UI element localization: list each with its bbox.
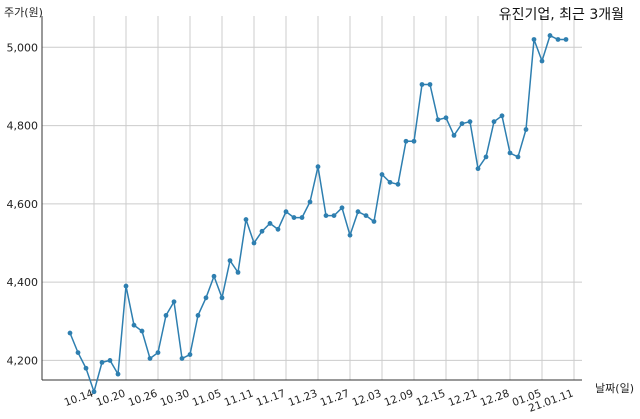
x-tick-label: 11.23 bbox=[287, 388, 319, 410]
data-point bbox=[75, 350, 81, 356]
x-tick-label: 11.27 bbox=[319, 388, 351, 410]
data-point bbox=[275, 226, 281, 232]
axis-layer bbox=[41, 16, 582, 381]
y-tick-label: 4,600 bbox=[7, 198, 39, 211]
x-tick-label: 12.28 bbox=[479, 388, 511, 410]
data-point bbox=[267, 221, 273, 226]
data-point bbox=[403, 138, 409, 144]
tick-label-layer: 4,200 4,400 4,600 4,800 5,000 10.14 10.20 10.26… bbox=[7, 41, 576, 415]
data-point bbox=[315, 164, 321, 170]
data-point bbox=[395, 181, 401, 187]
data-point bbox=[507, 150, 513, 156]
data-point bbox=[99, 359, 105, 365]
data-point bbox=[491, 119, 497, 125]
data-point bbox=[203, 295, 209, 301]
data-point bbox=[155, 350, 161, 356]
data-point bbox=[443, 115, 449, 121]
data-point bbox=[547, 33, 553, 38]
data-point bbox=[283, 209, 289, 215]
x-tick-label: 10.26 bbox=[127, 387, 160, 409]
data-point bbox=[83, 365, 89, 371]
data-point bbox=[307, 199, 313, 205]
data-point bbox=[195, 313, 201, 318]
data-point bbox=[131, 322, 137, 328]
x-axis-title: 날짜(일) bbox=[595, 382, 634, 395]
data-point bbox=[355, 209, 361, 215]
data-point bbox=[435, 117, 441, 123]
data-point bbox=[523, 127, 529, 132]
data-point bbox=[147, 356, 153, 361]
y-tick-label: 4,200 bbox=[7, 354, 39, 367]
data-point bbox=[539, 58, 545, 64]
y-tick-label: 4,800 bbox=[7, 120, 39, 133]
data-point bbox=[115, 371, 121, 377]
data-point bbox=[387, 179, 393, 185]
x-tick-label: 11.05 bbox=[191, 388, 223, 410]
data-point bbox=[515, 154, 521, 160]
data-point bbox=[451, 132, 457, 138]
data-point bbox=[139, 328, 145, 334]
x-tick-label: 12.03 bbox=[351, 388, 383, 410]
series-points-layer bbox=[67, 33, 569, 395]
x-tick-label: 12.15 bbox=[415, 388, 447, 410]
y-axis-title: 주가(원) bbox=[4, 6, 43, 19]
data-point bbox=[163, 313, 169, 318]
data-point bbox=[211, 273, 217, 279]
data-point bbox=[555, 37, 561, 42]
data-point bbox=[459, 121, 465, 127]
data-point bbox=[91, 389, 97, 395]
data-point bbox=[347, 232, 353, 238]
data-point bbox=[299, 215, 305, 220]
x-tick-label: 12.09 bbox=[383, 388, 415, 410]
x-tick-label: 11.11 bbox=[223, 388, 255, 410]
chart-title: 유진기업, 최근 3개월 bbox=[498, 7, 624, 23]
x-tick-label: 11.17 bbox=[255, 388, 287, 410]
data-point bbox=[291, 215, 297, 220]
data-point bbox=[475, 166, 481, 172]
data-point bbox=[411, 138, 417, 144]
data-point bbox=[227, 258, 233, 264]
data-point bbox=[363, 213, 369, 219]
data-point bbox=[219, 295, 225, 301]
data-point bbox=[331, 213, 337, 219]
data-point bbox=[563, 37, 569, 42]
data-point bbox=[67, 330, 73, 336]
data-point bbox=[419, 82, 425, 87]
y-tick-label: 4,400 bbox=[7, 276, 39, 289]
data-point bbox=[187, 352, 193, 357]
data-point bbox=[235, 269, 241, 275]
grid-layer bbox=[42, 16, 582, 380]
data-point bbox=[339, 205, 345, 211]
x-tick-label: 12.21 bbox=[447, 388, 479, 410]
x-tick-label: 10.14 bbox=[63, 387, 96, 409]
data-point bbox=[531, 37, 537, 42]
data-point bbox=[483, 154, 489, 160]
data-point bbox=[427, 82, 433, 87]
data-point bbox=[467, 119, 473, 125]
data-point bbox=[107, 358, 113, 363]
data-point bbox=[243, 217, 249, 222]
data-point bbox=[259, 228, 265, 234]
data-point bbox=[179, 356, 185, 361]
data-point bbox=[499, 113, 505, 119]
data-point bbox=[123, 283, 129, 289]
data-point bbox=[379, 172, 385, 177]
data-point bbox=[251, 240, 257, 246]
x-tick-label: 10.20 bbox=[95, 388, 127, 410]
data-point bbox=[371, 219, 377, 224]
y-tick-label: 5,000 bbox=[7, 41, 39, 54]
data-point bbox=[323, 213, 329, 219]
x-tick-label: 10.30 bbox=[159, 388, 191, 410]
data-point bbox=[171, 299, 177, 305]
